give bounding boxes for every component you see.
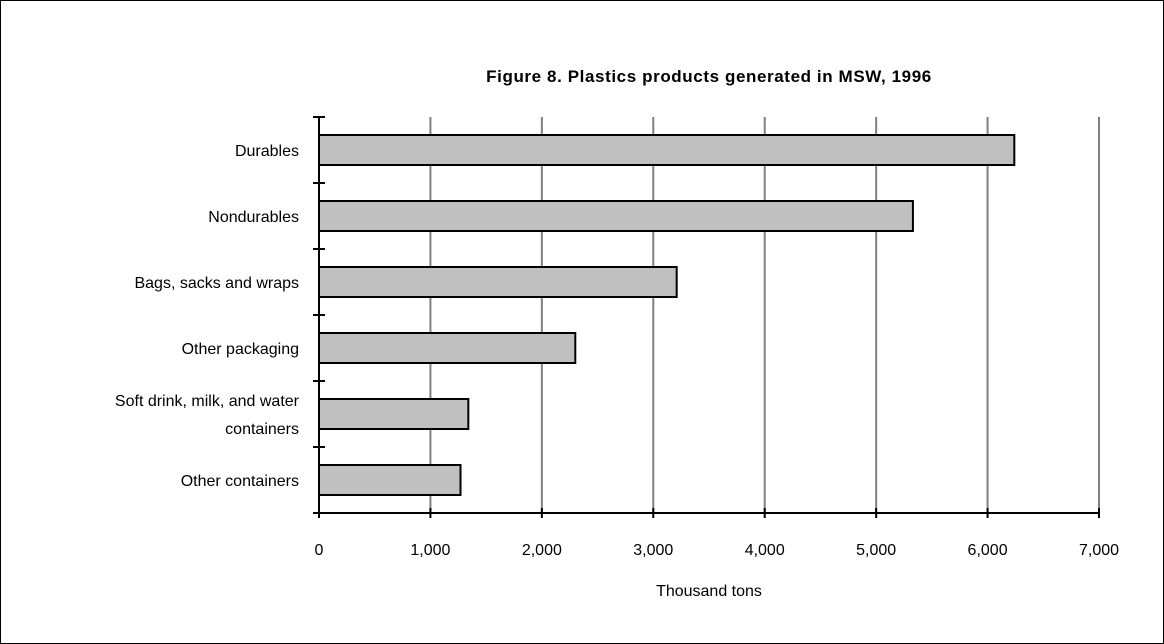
category-label: Nondurables	[208, 209, 299, 226]
x-tick-label: 0	[315, 542, 324, 559]
x-tick-label: 4,000	[745, 542, 785, 559]
axes	[313, 116, 1100, 518]
x-tick-label: 7,000	[1079, 542, 1119, 559]
x-tick-label: 1,000	[410, 542, 450, 559]
category-label: Durables	[235, 143, 299, 160]
x-tick-label: 2,000	[522, 542, 562, 559]
x-axis-label: Thousand tons	[656, 583, 762, 600]
bar	[318, 398, 470, 430]
category-label: Other containers	[181, 473, 299, 490]
chart-title: Figure 8. Plastics products generated in…	[486, 67, 932, 86]
category-label: Other packaging	[182, 341, 299, 358]
bars	[318, 134, 1016, 496]
x-tick-label: 3,000	[633, 542, 673, 559]
x-tick-labels: 0 1,000 2,000 3,000 4,000 5,000 6,000 7,000	[315, 542, 1120, 559]
category-label: Bags, sacks and wraps	[134, 275, 299, 292]
bar	[318, 332, 577, 364]
x-tick-label: 5,000	[856, 542, 896, 559]
gridlines	[429, 117, 1100, 513]
category-labels: Durables Nondurables Bags, sacks and wraps…	[115, 143, 300, 490]
bar	[318, 200, 914, 232]
bar	[318, 134, 1016, 166]
x-tick-label: 6,000	[968, 542, 1008, 559]
bar	[318, 266, 678, 298]
bar	[318, 464, 462, 496]
category-label: Soft drink, milk, and water containers	[115, 393, 300, 438]
